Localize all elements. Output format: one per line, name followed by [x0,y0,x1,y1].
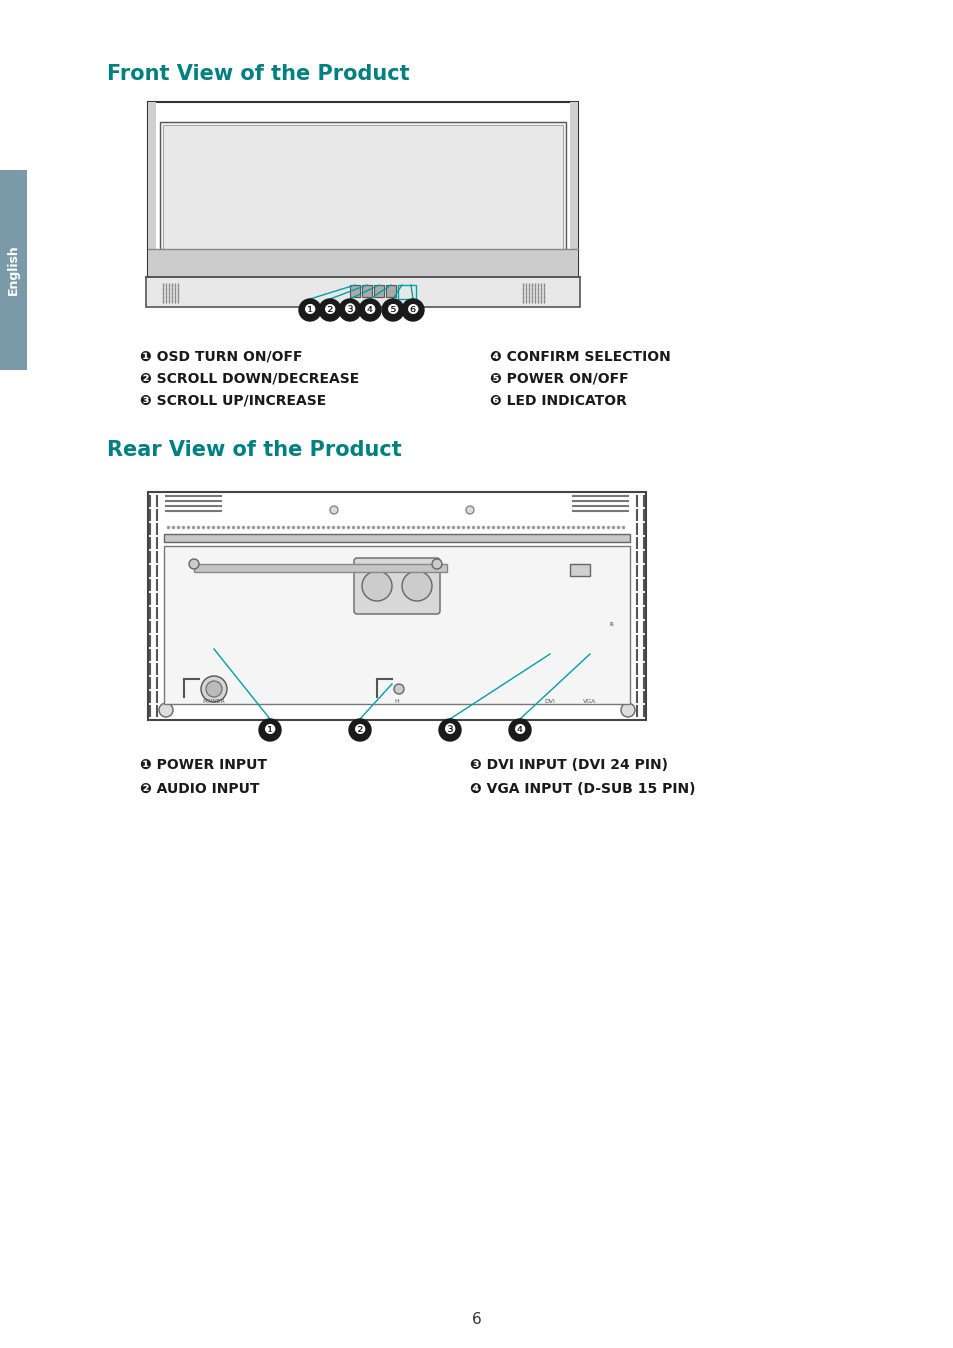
Text: ❹: ❹ [363,303,375,317]
Circle shape [509,718,531,741]
Bar [374,284,384,297]
Text: ❶: ❶ [263,723,276,737]
Text: ❺: ❺ [386,303,399,317]
Circle shape [338,299,360,321]
Text: Front View of the Product: Front View of the Product [107,63,409,84]
Text: ❹: ❹ [514,723,526,737]
Text: H: H [395,700,399,704]
Bar [569,563,589,576]
Bar [148,102,156,276]
Circle shape [438,718,460,741]
Text: ❻ LED INDICATOR: ❻ LED INDICATOR [490,394,626,408]
Text: ❷: ❷ [323,303,335,317]
Bar [148,249,578,276]
Circle shape [298,299,320,321]
Circle shape [361,572,392,601]
Text: ❸: ❸ [343,303,355,317]
Text: ❹ CONFIRM SELECTION: ❹ CONFIRM SELECTION [490,350,670,364]
Bar [193,563,447,572]
Text: ❺ POWER ON/OFF: ❺ POWER ON/OFF [490,372,628,386]
Circle shape [189,559,199,569]
Text: POWER: POWER [202,700,225,704]
Bar [163,125,562,262]
Text: ❸ SCROLL UP/INCREASE: ❸ SCROLL UP/INCREASE [140,394,326,408]
Circle shape [159,704,172,717]
Text: English: English [7,244,20,295]
Circle shape [401,572,432,601]
Bar [164,534,629,542]
Circle shape [258,718,281,741]
Bar [397,284,416,299]
Text: ❶: ❶ [303,303,315,317]
Text: 6: 6 [472,1313,481,1328]
Circle shape [432,559,441,569]
Bar [386,284,395,297]
Text: ❹ VGA INPUT (D-SUB 15 PIN): ❹ VGA INPUT (D-SUB 15 PIN) [470,782,695,797]
Circle shape [401,299,423,321]
Bar [0,170,27,369]
Text: VGA: VGA [582,700,596,704]
Circle shape [330,506,337,514]
Text: Rear View of the Product: Rear View of the Product [107,439,401,460]
Text: ❸ DVI INPUT (DVI 24 PIN): ❸ DVI INPUT (DVI 24 PIN) [470,758,667,772]
Circle shape [358,299,380,321]
Circle shape [318,299,340,321]
Circle shape [620,704,635,717]
Bar [146,276,579,307]
Circle shape [206,681,222,697]
Text: ❷ AUDIO INPUT: ❷ AUDIO INPUT [140,782,259,797]
Text: IR: IR [609,623,614,628]
Text: ❷ SCROLL DOWN/DECREASE: ❷ SCROLL DOWN/DECREASE [140,372,359,386]
Circle shape [201,675,227,702]
Circle shape [394,683,403,694]
Bar [148,492,645,720]
Text: ❶ OSD TURN ON/OFF: ❶ OSD TURN ON/OFF [140,350,302,364]
Circle shape [465,506,474,514]
Bar [164,546,629,704]
Bar [361,284,372,297]
Circle shape [381,299,403,321]
Text: ❸: ❸ [443,723,456,737]
Text: ❷: ❷ [354,723,366,737]
Bar [148,102,578,276]
FancyBboxPatch shape [354,558,439,613]
Text: ❻: ❻ [406,303,418,317]
Text: DVI: DVI [544,700,555,704]
Circle shape [349,718,371,741]
Bar [569,102,578,276]
Bar [160,123,565,266]
Bar [350,284,359,297]
Text: ❶ POWER INPUT: ❶ POWER INPUT [140,758,267,772]
